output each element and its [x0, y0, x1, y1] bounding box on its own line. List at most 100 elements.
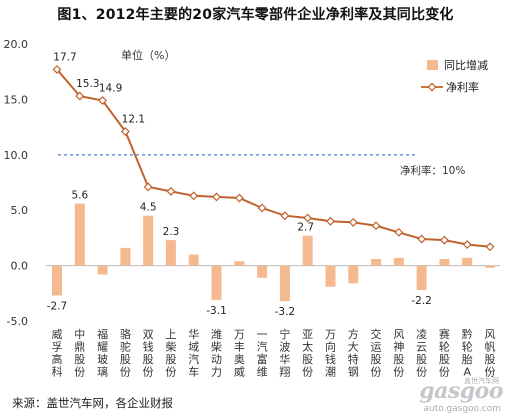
y-tick-label: 20.0 [4, 38, 29, 51]
line-point-20 [485, 242, 495, 252]
bar-data-label: 4.5 [140, 202, 157, 214]
line-point-8 [212, 192, 221, 202]
x-category-label: 股 [302, 353, 313, 366]
x-category-label: 华 [188, 327, 199, 341]
x-category-label: 风 [393, 328, 404, 341]
chart-title: 图1、2012年主要的20家汽车零部件企业净利率及其同比变化 [57, 7, 454, 23]
bar-11 [279, 265, 290, 302]
line-data-label: 17.7 [53, 51, 76, 63]
line-point-15 [371, 221, 381, 231]
x-category-label: 丰 [234, 341, 245, 354]
x-category-label: 股 [416, 353, 427, 366]
bar-14 [348, 265, 359, 284]
bar-15 [371, 259, 382, 266]
line-point-1 [52, 65, 62, 74]
x-category-label: 份 [485, 366, 496, 379]
line-series-net-margin [56, 68, 491, 248]
x-category-label: 交 [371, 327, 382, 341]
x-category-label: 驼 [120, 340, 131, 354]
bar-17 [416, 265, 427, 290]
bar-data-label: -3.1 [206, 305, 227, 317]
line-point-14 [348, 217, 358, 227]
bar-8 [211, 265, 222, 300]
x-category-label: 汽 [188, 352, 199, 366]
line-point-10 [257, 203, 267, 213]
x-category-label: 胎 [462, 352, 473, 366]
legend-swatch-marker [427, 82, 437, 92]
bar-18 [439, 259, 450, 266]
bar-13 [325, 265, 336, 287]
x-category-label: 玻 [97, 353, 108, 366]
x-category-label: 车 [188, 365, 199, 379]
line-point-17 [417, 234, 427, 244]
bar-6 [165, 240, 176, 266]
x-category-label: 钱 [325, 352, 336, 366]
x-category-label: 运 [371, 341, 382, 354]
x-category-label: 璃 [97, 365, 108, 379]
x-category-label: 股 [439, 353, 450, 366]
x-category-label: 神 [393, 340, 404, 354]
x-category-label: 福 [97, 327, 108, 341]
legend-swatch-bar [427, 60, 438, 70]
line-point-4 [120, 127, 130, 136]
x-category-label: 方 [348, 327, 359, 341]
bar-9 [234, 261, 245, 266]
x-category-label: 股 [485, 353, 496, 366]
line-point-5 [143, 182, 153, 192]
x-category-label: 钱 [143, 340, 154, 354]
bar-2 [74, 203, 85, 266]
x-category-label: 份 [393, 366, 404, 379]
x-category-label: 向 [325, 340, 336, 354]
x-category-label: 太 [302, 341, 313, 354]
bar-data-label: -2.7 [47, 301, 68, 313]
x-category-label: 力 [211, 366, 222, 379]
bar-4 [120, 247, 131, 266]
x-category-label: 帆 [485, 340, 496, 354]
line-point-12 [303, 213, 313, 223]
x-category-label: 份 [74, 366, 85, 379]
line-point-19 [462, 240, 472, 249]
line-point-3 [98, 96, 108, 105]
x-category-label: 黔 [462, 327, 473, 341]
x-category-label: 威 [52, 328, 63, 341]
bar-1 [52, 265, 62, 296]
bar-3 [97, 265, 108, 275]
x-category-label: 大 [348, 340, 359, 354]
unit-label: 单位（%） [121, 48, 175, 62]
line-point-13 [326, 216, 335, 226]
watermark-url-text: auto.gasgoo.com [423, 404, 501, 414]
y-tick-label: -5.0 [7, 315, 28, 328]
x-category-label: 波 [279, 341, 290, 354]
x-category-label: 股 [371, 353, 382, 366]
legend-label-bar: 同比增减 [444, 58, 488, 72]
x-category-label: 股 [74, 353, 85, 366]
bar-data-label: -3.2 [275, 306, 296, 318]
x-category-label: 耀 [97, 341, 108, 354]
x-category-label: 份 [416, 366, 427, 379]
x-category-label: 奥 [234, 352, 245, 366]
bar-12 [302, 235, 313, 266]
x-category-label: 云 [416, 341, 427, 354]
x-category-label: 份 [143, 366, 154, 379]
x-category-label: 骆 [120, 327, 131, 341]
x-category-label: 双 [143, 328, 154, 341]
x-category-label: 轮 [462, 340, 473, 354]
bar-20 [485, 265, 495, 268]
x-category-label: 威 [234, 366, 245, 379]
x-category-label: 汽 [257, 340, 268, 354]
line-data-label: 14.9 [99, 83, 122, 95]
y-tick-label: 10.0 [4, 149, 29, 162]
x-category-label: 份 [302, 366, 313, 379]
bar-data-label: 2.7 [297, 222, 314, 234]
bar-data-label: 2.3 [163, 226, 180, 238]
line-point-2 [75, 91, 85, 101]
x-category-label: 凌 [416, 327, 427, 341]
x-category-label: 维 [257, 366, 268, 379]
x-category-label: 赛 [439, 327, 450, 341]
bar-7 [188, 254, 199, 266]
line-point-9 [234, 193, 244, 203]
x-category-label: 股 [393, 353, 404, 366]
x-category-label: 科 [52, 365, 63, 379]
